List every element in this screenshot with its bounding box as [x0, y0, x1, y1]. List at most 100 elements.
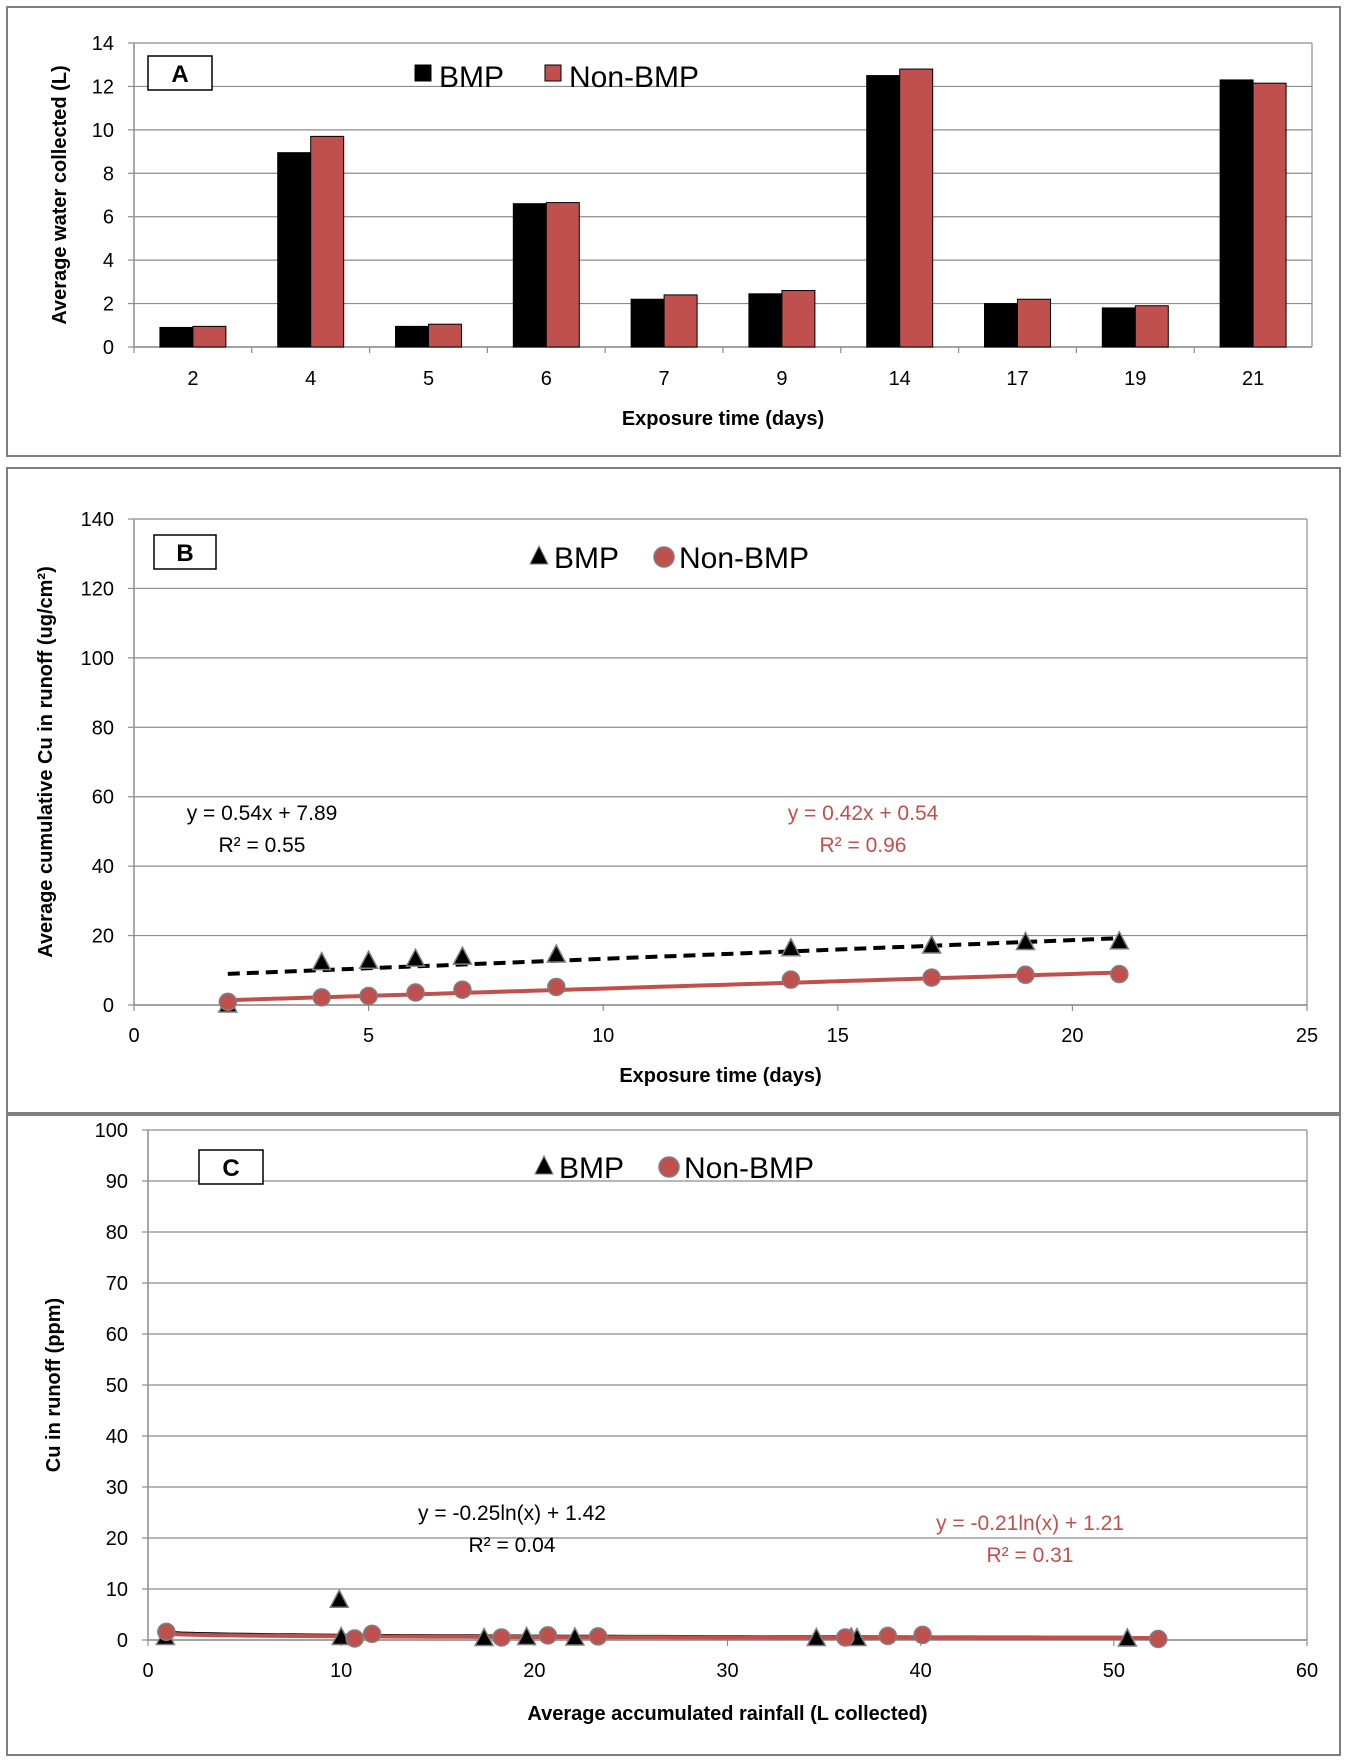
point-non-bmp: [836, 1628, 855, 1647]
bar-bmp: [630, 298, 665, 348]
point-bmp: [780, 937, 802, 957]
y-tick-label: 80: [106, 1222, 128, 1244]
point-non-bmp: [1016, 965, 1035, 985]
y-tick-label: 20: [92, 926, 114, 948]
trendline-r2: R² = 0.04: [469, 1534, 556, 1557]
x-tick-label: 7: [659, 368, 670, 390]
x-tick-label: 20: [1061, 1025, 1083, 1047]
point-non-bmp: [218, 992, 238, 1012]
legend-swatch: [653, 546, 675, 568]
point-bmp: [1117, 1627, 1138, 1647]
bar-non-bmp: [192, 325, 227, 348]
point-bmp: [546, 943, 567, 963]
y-tick-label: 50: [106, 1375, 128, 1397]
y-tick-label: 20: [106, 1528, 128, 1550]
legend-swatch: [658, 1156, 680, 1178]
x-tick-label: 30: [716, 1660, 738, 1682]
x-tick-label: 25: [1296, 1025, 1318, 1047]
point-non-bmp: [922, 968, 941, 987]
bar-non-bmp: [1017, 298, 1051, 348]
panel-letter-box: [147, 55, 213, 91]
y-tick-label: 10: [92, 120, 114, 142]
point-bmp: [311, 951, 332, 971]
bar-bmp: [748, 293, 783, 348]
trendline-equation: y = 0.42x + 0.54: [788, 802, 939, 825]
x-tick-label: 40: [910, 1660, 932, 1682]
panel-letter-box: [198, 1149, 264, 1185]
bar-non-bmp: [1134, 305, 1169, 348]
point-bmp: [1109, 930, 1130, 950]
point-bmp: [806, 1626, 827, 1647]
point-non-bmp: [453, 980, 472, 999]
x-tick-label: 4: [305, 368, 316, 390]
y-tick-label: 40: [106, 1426, 128, 1448]
y-tick-label: 90: [106, 1171, 128, 1193]
point-non-bmp: [547, 977, 566, 997]
trendline-r2: R² = 0.55: [219, 834, 306, 857]
x-axis-label: Exposure time (days): [622, 408, 824, 430]
y-tick-label: 0: [103, 995, 114, 1017]
y-tick-label: 14: [92, 33, 114, 55]
point-non-bmp: [781, 970, 801, 989]
panel-letter: A: [171, 61, 188, 88]
x-tick-label: 10: [592, 1025, 614, 1047]
point-bmp: [452, 945, 473, 965]
panel-letter-box: [153, 534, 217, 570]
x-tick-label: 0: [142, 1660, 153, 1682]
legend-swatch: [414, 64, 432, 82]
y-tick-label: 60: [92, 787, 114, 809]
point-non-bmp: [406, 983, 425, 1002]
panel-frame: [6, 467, 1341, 1114]
y-axis-label: Cu in runoff (ppm): [43, 1298, 65, 1472]
bar-bmp: [159, 326, 194, 348]
point-non-bmp: [312, 988, 331, 1007]
y-tick-label: 8: [103, 163, 114, 185]
bar-non-bmp: [310, 135, 345, 348]
point-non-bmp: [345, 1629, 364, 1648]
x-axis-label: Exposure time (days): [619, 1065, 821, 1087]
trendline-equation: y = -0.25ln(x) + 1.42: [418, 1502, 606, 1525]
panel-a: 0 2 4 6 8 10 12 14 Average water collected (L) Ex…: [6, 6, 1341, 457]
bar-bmp: [277, 152, 312, 348]
point-bmp: [358, 949, 379, 970]
x-tick-label: 10: [330, 1660, 352, 1682]
bar-non-bmp: [428, 323, 462, 348]
bar-non-bmp: [899, 68, 934, 348]
x-tick-label: 0: [128, 1025, 139, 1047]
bar-non-bmp: [1252, 82, 1287, 348]
legend-swatch: [544, 64, 562, 82]
bar-non-bmp: [545, 202, 580, 348]
x-tick-label: 14: [889, 368, 911, 390]
point-bmp: [405, 947, 426, 967]
y-tick-label: 100: [81, 648, 114, 670]
bar-bmp: [866, 75, 901, 348]
legend-swatch: [529, 544, 549, 565]
point-non-bmp: [1149, 1629, 1168, 1649]
y-tick-label: 30: [106, 1477, 128, 1499]
x-tick-label: 50: [1103, 1660, 1125, 1682]
bar-bmp: [395, 325, 429, 348]
point-bmp: [564, 1626, 586, 1646]
bar-bmp: [512, 203, 547, 348]
y-tick-label: 0: [103, 337, 114, 359]
y-tick-label: 80: [92, 717, 114, 739]
point-bmp: [473, 1626, 495, 1647]
panel-frame: [6, 1114, 1341, 1756]
x-tick-label: 2: [187, 368, 198, 390]
trendline-equation: y = 0.54x + 7.89: [187, 802, 338, 825]
panel-frame: [6, 6, 1341, 457]
bar-non-bmp: [663, 294, 698, 348]
legend-label: BMP: [554, 542, 619, 575]
legend-label: Non-BMP: [679, 542, 809, 575]
point-bmp: [516, 1625, 537, 1646]
trendline-equation: y = -0.21ln(x) + 1.21: [936, 1512, 1124, 1535]
x-tick-label: 21: [1242, 368, 1264, 390]
bar-non-bmp: [781, 290, 816, 348]
x-tick-label: 20: [523, 1660, 545, 1682]
panel-letter: B: [176, 540, 193, 567]
point-non-bmp: [362, 1624, 382, 1644]
legend-label: Non-BMP: [569, 61, 699, 94]
